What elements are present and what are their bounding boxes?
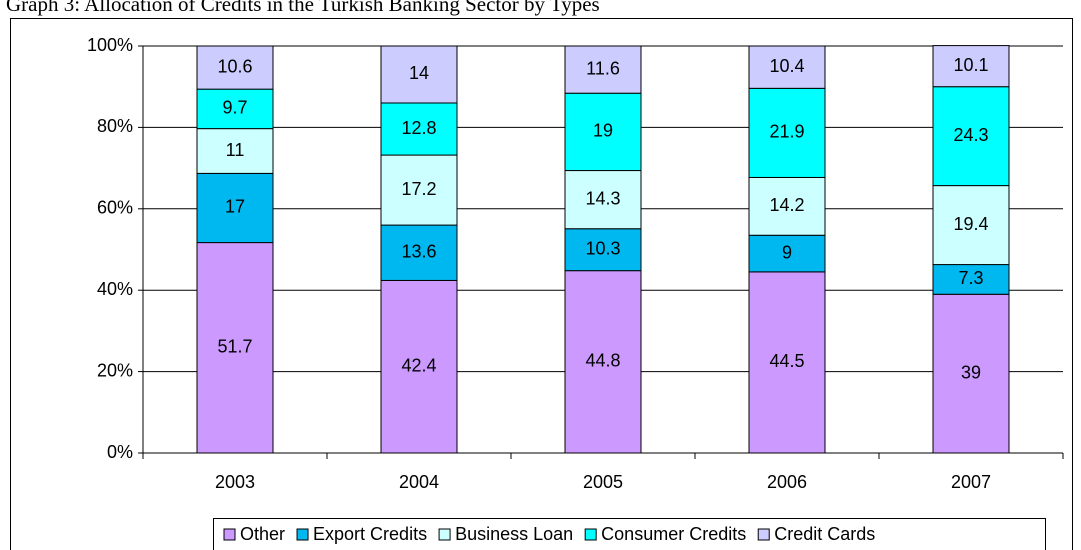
legend-swatch [223, 528, 236, 541]
y-tick-label: 100% [87, 35, 133, 55]
data-label: 44.5 [769, 351, 804, 371]
legend-label: Credit Cards [774, 524, 875, 544]
data-label: 14 [409, 63, 429, 83]
y-tick-label: 0% [107, 442, 133, 462]
data-label: 19.4 [953, 214, 988, 234]
bar-segment [196, 45, 274, 90]
bar-segment [380, 154, 458, 226]
x-tick-label: 2004 [399, 472, 439, 492]
y-tick-label: 80% [97, 116, 133, 136]
bar-segment [748, 45, 826, 89]
data-label: 10.6 [217, 56, 252, 76]
legend-swatch [296, 528, 309, 541]
x-tick-label: 2007 [951, 472, 991, 492]
bar-segment [748, 271, 826, 454]
bar-segment [564, 228, 642, 272]
data-label: 44.8 [585, 351, 620, 371]
data-label: 10.1 [953, 55, 988, 75]
y-tick-label: 40% [97, 279, 133, 299]
bar-segment [748, 234, 826, 273]
chart-title: Graph 3: Allocation of Credits in the Tu… [6, 0, 600, 16]
y-tick-label: 60% [97, 198, 133, 218]
bar-segment [380, 102, 458, 156]
data-label: 9 [782, 242, 792, 262]
chart-border [10, 18, 1073, 550]
legend-swatch [584, 528, 597, 541]
data-label: 13.6 [401, 242, 436, 262]
bar-segment [932, 45, 1010, 88]
data-label: 10.3 [585, 238, 620, 258]
legend-swatch [438, 528, 451, 541]
bar-segment [748, 176, 826, 236]
data-label: 39 [961, 362, 981, 382]
bar-segment [196, 242, 274, 454]
data-label: 19 [593, 121, 613, 141]
x-tick-label: 2006 [767, 472, 807, 492]
legend-label: Export Credits [313, 524, 427, 544]
bar-segment [932, 264, 1010, 295]
legend-box [213, 518, 1046, 550]
bar-segment [564, 92, 642, 172]
data-label: 14.2 [769, 195, 804, 215]
data-label: 9.7 [222, 98, 247, 118]
data-label: 7.3 [958, 268, 983, 288]
legend-label: Other [240, 524, 285, 544]
data-label: 17.2 [401, 179, 436, 199]
bar-segment [748, 87, 826, 178]
bar-segment [564, 170, 642, 230]
data-label: 21.9 [769, 122, 804, 142]
data-label: 51.7 [217, 337, 252, 357]
data-label: 10.4 [769, 56, 804, 76]
data-label: 17 [225, 197, 245, 217]
legend-label: Consumer Credits [601, 524, 746, 544]
bar-segment [932, 293, 1010, 454]
data-label: 14.3 [585, 188, 620, 208]
bar-segment [196, 172, 274, 244]
x-tick-label: 2003 [215, 472, 255, 492]
bar-segment [380, 45, 458, 104]
bar-segment [932, 86, 1010, 187]
data-label: 11 [226, 140, 245, 160]
bar-segment [564, 45, 642, 94]
y-tick-label: 20% [97, 360, 133, 380]
bar-segment [380, 279, 458, 454]
legend-swatch [757, 528, 770, 541]
data-label: 11.6 [586, 58, 620, 78]
data-label: 42.4 [401, 355, 436, 375]
x-tick-label: 2005 [583, 472, 623, 492]
bar-segment [564, 270, 642, 454]
data-label: 12.8 [401, 118, 436, 138]
legend-label: Business Loan [455, 524, 573, 544]
bar-segment [932, 185, 1010, 266]
bar-segment [196, 88, 274, 130]
bar-segment [196, 128, 274, 174]
data-label: 24.3 [953, 125, 988, 145]
